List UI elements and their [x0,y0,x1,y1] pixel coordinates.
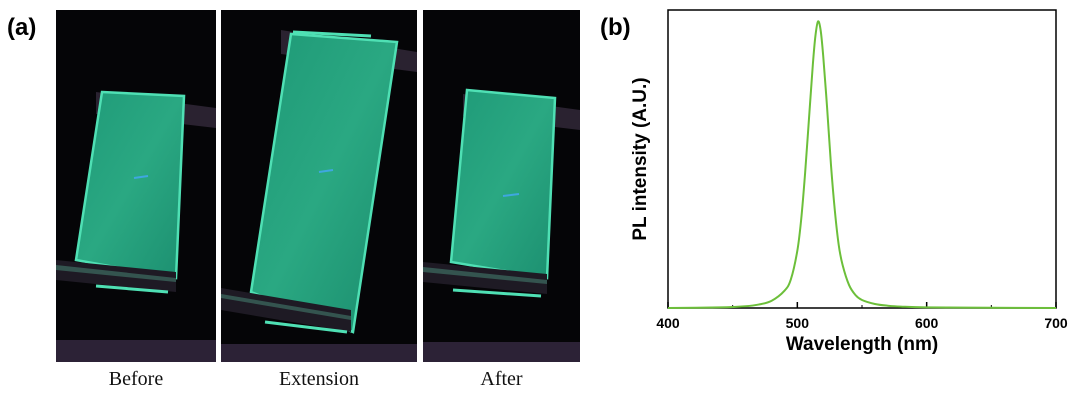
plot-frame [667,9,1057,309]
panel-a-label: (a) [7,14,37,41]
photo-before [56,10,216,362]
caption-after: After [480,368,523,390]
caption-extension: Extension [279,368,359,390]
x-tick-label: 500 [786,315,810,331]
x-tick-label: 600 [915,315,939,331]
film-sample [249,32,399,334]
y-axis-label: PL intensity (A.U.) [630,77,651,240]
photo-after [423,10,580,362]
pl-spectrum-chart: 400 500 600 700 Wavelength (nm) PL intensit… [630,9,1068,355]
film-sample [449,88,557,280]
pl-spectrum-line [667,20,1057,309]
film-sample [74,90,186,280]
caption-before: Before [108,368,164,390]
lower-clamp [221,288,351,332]
x-tick-label: 400 [656,315,680,331]
x-tick-label: 700 [1044,315,1068,331]
photo-extension [221,10,417,362]
panel-b-label: (b) [600,14,631,41]
x-axis-label: Wavelength (nm) [786,334,938,355]
